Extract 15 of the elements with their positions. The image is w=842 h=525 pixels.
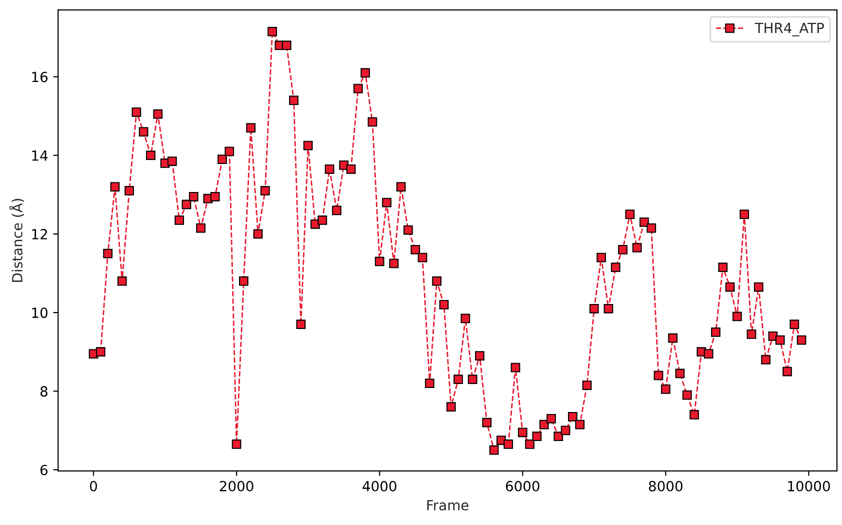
x-axis-title: Frame — [427, 500, 468, 510]
y-tick-label: 6 — [40, 464, 48, 476]
y-tick-label: 14 — [32, 150, 48, 161]
y-tick-label: 8 — [40, 386, 48, 397]
x-tick-label: 6000 — [506, 480, 540, 492]
x-tick-label: 8000 — [648, 480, 682, 492]
x-tick-label: 2000 — [220, 480, 254, 492]
legend-label: THR4_ATP — [754, 22, 824, 36]
x-tick-label: 0 — [90, 480, 97, 492]
y-tick-label: 16 — [32, 72, 48, 82]
x-tick-label: 4000 — [362, 480, 396, 492]
y-tick-label: 10 — [32, 308, 48, 318]
y-axis-title: Distance (Å) — [9, 198, 24, 282]
x-tick-label: 10000 — [788, 480, 830, 492]
y-tick-label: 12 — [32, 228, 47, 240]
